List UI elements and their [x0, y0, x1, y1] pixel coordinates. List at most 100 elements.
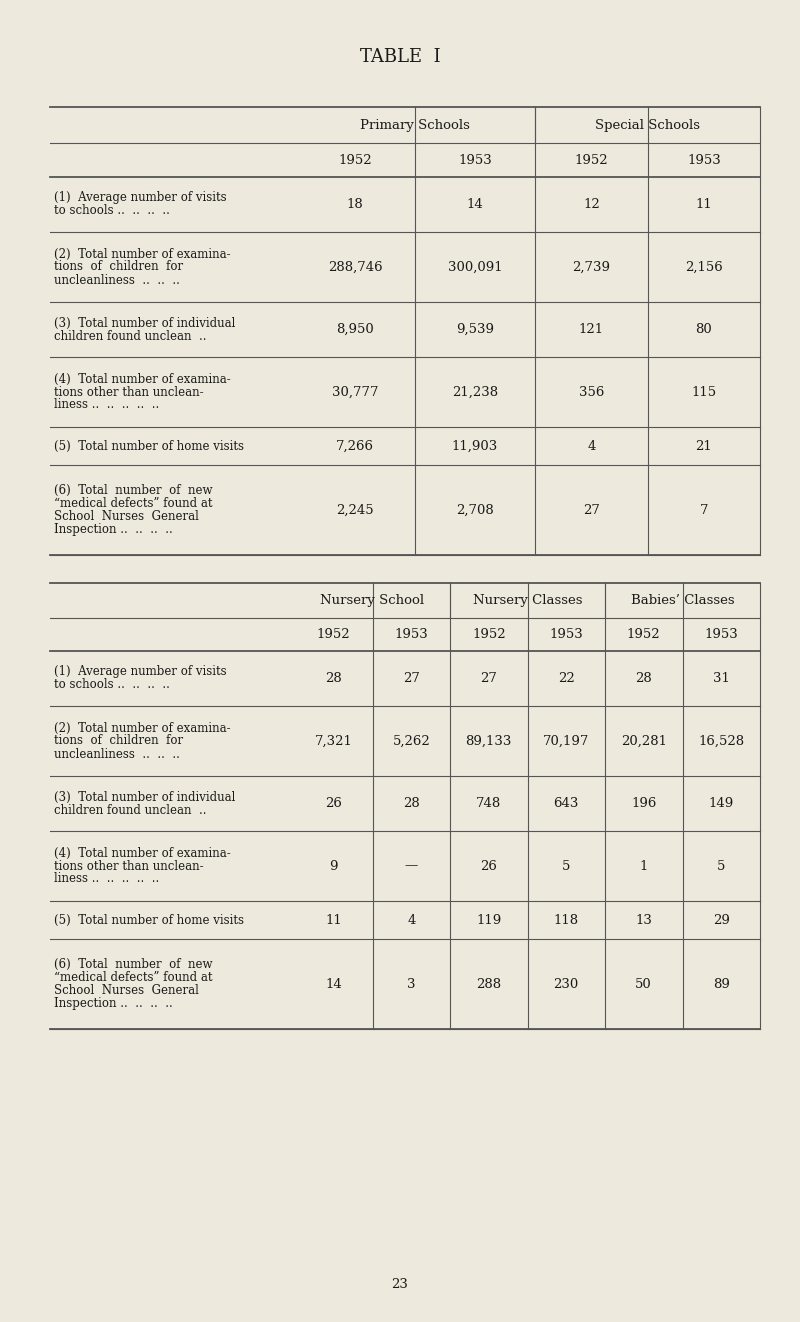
Text: 8,950: 8,950: [336, 323, 374, 336]
Text: School  Nurses  General: School Nurses General: [54, 984, 199, 997]
Text: (3)  Total number of individual: (3) Total number of individual: [54, 791, 235, 804]
Text: children found unclean  ..: children found unclean ..: [54, 329, 206, 342]
Text: 22: 22: [558, 672, 574, 685]
Text: 288,746: 288,746: [328, 260, 382, 274]
Text: 14: 14: [466, 198, 483, 212]
Text: “medical defects” found at: “medical defects” found at: [54, 970, 213, 984]
Text: 28: 28: [635, 672, 652, 685]
Text: 23: 23: [391, 1277, 409, 1290]
Text: 7,321: 7,321: [315, 735, 353, 747]
Text: 18: 18: [346, 198, 363, 212]
Text: 28: 28: [403, 797, 420, 810]
Text: 115: 115: [691, 386, 717, 398]
Text: (3)  Total number of individual: (3) Total number of individual: [54, 316, 235, 329]
Text: 2,156: 2,156: [685, 260, 723, 274]
Text: 27: 27: [480, 672, 497, 685]
Text: 11: 11: [696, 198, 712, 212]
Text: 2,245: 2,245: [336, 504, 374, 517]
Text: 5: 5: [717, 859, 726, 873]
Text: 1953: 1953: [704, 628, 738, 641]
Text: 12: 12: [583, 198, 600, 212]
Text: 16,528: 16,528: [698, 735, 744, 747]
Text: 50: 50: [635, 977, 652, 990]
Text: Inspection ..  ..  ..  ..: Inspection .. .. .. ..: [54, 997, 173, 1010]
Text: 31: 31: [713, 672, 730, 685]
Text: 70,197: 70,197: [543, 735, 590, 747]
Text: uncleanliness  ..  ..  ..: uncleanliness .. .. ..: [54, 274, 180, 287]
Text: School  Nurses  General: School Nurses General: [54, 510, 199, 524]
Text: 89: 89: [713, 977, 730, 990]
Text: 5,262: 5,262: [392, 735, 430, 747]
Text: 80: 80: [696, 323, 712, 336]
Text: 5: 5: [562, 859, 570, 873]
Text: 30,777: 30,777: [332, 386, 378, 398]
Text: tions  of  children  for: tions of children for: [54, 735, 183, 747]
Text: (6)  Total  number  of  new: (6) Total number of new: [54, 484, 213, 497]
Text: 4: 4: [587, 439, 596, 452]
Text: 26: 26: [480, 859, 497, 873]
Text: 7: 7: [700, 504, 708, 517]
Text: (2)  Total number of examina-: (2) Total number of examina-: [54, 722, 230, 735]
Text: tions  of  children  for: tions of children for: [54, 260, 183, 274]
Text: 29: 29: [713, 914, 730, 927]
Text: 119: 119: [476, 914, 502, 927]
Text: 1: 1: [639, 859, 648, 873]
Text: (2)  Total number of examina-: (2) Total number of examina-: [54, 247, 230, 260]
Text: 1952: 1952: [574, 153, 608, 167]
Text: 9: 9: [330, 859, 338, 873]
Text: 1952: 1952: [627, 628, 661, 641]
Text: “medical defects” found at: “medical defects” found at: [54, 497, 213, 510]
Text: 3: 3: [407, 977, 415, 990]
Text: 21,238: 21,238: [452, 386, 498, 398]
Text: 118: 118: [554, 914, 579, 927]
Text: 7,266: 7,266: [336, 439, 374, 452]
Text: 1953: 1953: [550, 628, 583, 641]
Text: 1953: 1953: [687, 153, 721, 167]
Text: 13: 13: [635, 914, 652, 927]
Text: 1953: 1953: [458, 153, 492, 167]
Text: 21: 21: [696, 439, 712, 452]
Text: 1952: 1952: [472, 628, 506, 641]
Text: 14: 14: [326, 977, 342, 990]
Text: 28: 28: [326, 672, 342, 685]
Text: Nursery Classes: Nursery Classes: [473, 594, 582, 607]
Text: (5)  Total number of home visits: (5) Total number of home visits: [54, 914, 244, 927]
Text: Nursery School: Nursery School: [321, 594, 425, 607]
Text: 9,539: 9,539: [456, 323, 494, 336]
Text: 121: 121: [579, 323, 604, 336]
Text: 4: 4: [407, 914, 415, 927]
Text: 1952: 1952: [317, 628, 350, 641]
Text: 748: 748: [476, 797, 502, 810]
Text: 300,091: 300,091: [448, 260, 502, 274]
Text: 356: 356: [579, 386, 604, 398]
Text: liness ..  ..  ..  ..  ..: liness .. .. .. .. ..: [54, 398, 159, 411]
Text: 1952: 1952: [338, 153, 372, 167]
Text: 26: 26: [326, 797, 342, 810]
Text: 2,739: 2,739: [573, 260, 610, 274]
Text: to schools ..  ..  ..  ..: to schools .. .. .. ..: [54, 678, 170, 691]
Text: 1953: 1953: [394, 628, 428, 641]
Text: 89,133: 89,133: [466, 735, 512, 747]
Text: 643: 643: [554, 797, 579, 810]
Text: TABLE  I: TABLE I: [360, 48, 440, 66]
Text: 2,708: 2,708: [456, 504, 494, 517]
Text: Inspection ..  ..  ..  ..: Inspection .. .. .. ..: [54, 524, 173, 535]
Text: (5)  Total number of home visits: (5) Total number of home visits: [54, 439, 244, 452]
Text: liness ..  ..  ..  ..  ..: liness .. .. .. .. ..: [54, 873, 159, 886]
Text: 288: 288: [476, 977, 502, 990]
Text: to schools ..  ..  ..  ..: to schools .. .. .. ..: [54, 205, 170, 218]
Text: uncleanliness  ..  ..  ..: uncleanliness .. .. ..: [54, 747, 180, 760]
Text: 27: 27: [583, 504, 600, 517]
Text: tions other than unclean-: tions other than unclean-: [54, 859, 204, 873]
Text: 20,281: 20,281: [621, 735, 666, 747]
Text: (4)  Total number of examina-: (4) Total number of examina-: [54, 846, 230, 859]
Text: 196: 196: [631, 797, 657, 810]
Text: Babies’ Classes: Babies’ Classes: [630, 594, 734, 607]
Text: 11,903: 11,903: [452, 439, 498, 452]
Text: tions other than unclean-: tions other than unclean-: [54, 386, 204, 398]
Text: 27: 27: [403, 672, 420, 685]
Text: Special Schools: Special Schools: [595, 119, 700, 131]
Text: (6)  Total  number  of  new: (6) Total number of new: [54, 958, 213, 970]
Text: —: —: [405, 859, 418, 873]
Text: 149: 149: [709, 797, 734, 810]
